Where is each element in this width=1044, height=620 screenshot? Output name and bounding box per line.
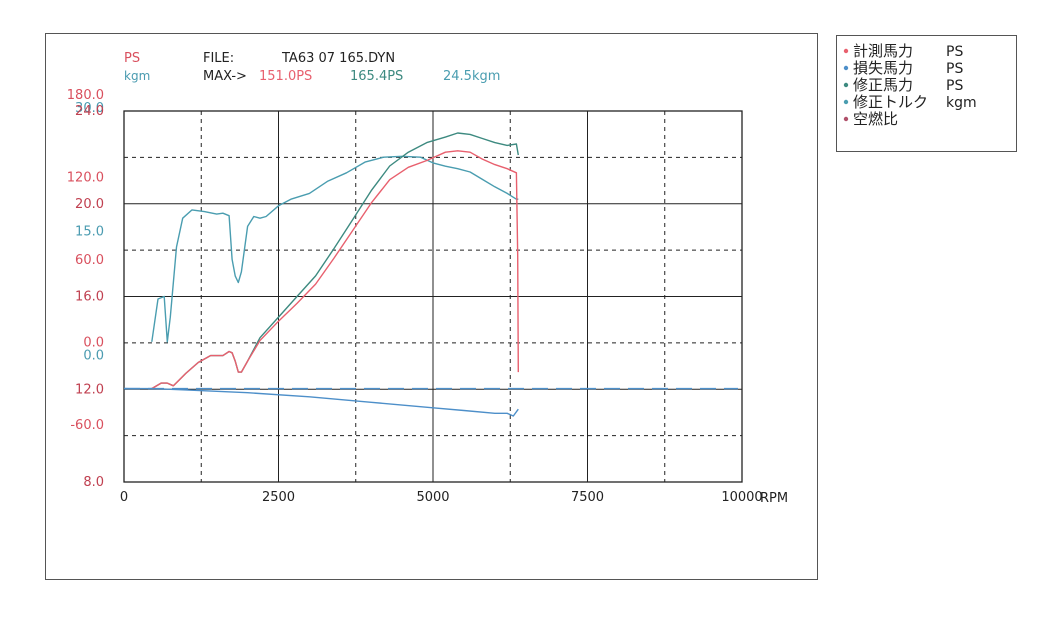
legend-marker (843, 116, 849, 122)
legend-marker (843, 99, 849, 105)
x-tick-label: 7500 (571, 490, 604, 505)
legend-label: 損失馬力 (853, 59, 913, 77)
af-tick-label: 24.0 (75, 104, 104, 119)
max-measured-power: 151.0PS (259, 69, 312, 84)
legend-label: 空燃比 (853, 110, 898, 128)
af-tick-label: 20.0 (75, 197, 104, 212)
legend-box (836, 35, 1017, 152)
x-tick-label: 0 (120, 490, 128, 505)
legend: 計測馬力 PS 損失馬力 PS 修正馬力 PS 修正トルク kgm 空燃比 (843, 42, 977, 128)
ps-tick-label: 180.0 (67, 88, 104, 103)
kgm-tick-label: 0.0 (83, 348, 104, 363)
legend-unit: PS (946, 78, 963, 94)
series-corrected-power (151, 132, 519, 390)
af-tick-label: 12.0 (75, 382, 104, 397)
x-axis-label: RPM (760, 491, 788, 506)
legend-marker (843, 65, 849, 71)
af-tick-label: 8.0 (83, 475, 104, 490)
ps-unit-label: PS (124, 51, 140, 66)
legend-marker (843, 82, 849, 88)
series-measured-power (151, 150, 519, 390)
x-tick-label: 5000 (416, 490, 449, 505)
kgm-tick-label: 15.0 (75, 225, 104, 240)
series-corrected-torque (151, 155, 519, 343)
legend-label: 計測馬力 (853, 42, 913, 60)
x-tick-label: 2500 (262, 490, 295, 505)
kgm-unit-label: kgm (124, 69, 150, 83)
grid (123, 110, 743, 483)
legend-unit: PS (946, 44, 963, 60)
ps-tick-label: 120.0 (67, 170, 104, 185)
legend-unit: PS (946, 61, 963, 77)
x-tick-label: 10000 (721, 490, 762, 505)
chart-frame (45, 33, 818, 580)
file-label: FILE: (203, 51, 234, 66)
max-label: MAX-> (203, 69, 247, 84)
ps-tick-label: -60.0 (70, 418, 104, 433)
legend-unit: kgm (946, 95, 977, 111)
af-tick-label: 16.0 (75, 290, 104, 305)
max-corrected-power: 165.4PS (350, 69, 403, 84)
legend-label: 修正馬力 (853, 76, 913, 94)
axis-ticks: 0 2500 5000 7500 10000 180.0 120.0 60.0 0.0 -60.0… (67, 88, 763, 505)
file-name: TA63 07 165.DYN (281, 51, 395, 66)
ps-tick-label: 60.0 (75, 253, 104, 268)
legend-marker (843, 48, 849, 54)
kgm-tick-label: 30.0 (75, 101, 104, 116)
series-loss-power (124, 387, 519, 417)
max-torque: 24.5kgm (443, 69, 500, 84)
series-lines (124, 132, 738, 417)
legend-label: 修正トルク (853, 93, 928, 111)
ps-tick-label: 0.0 (83, 335, 104, 350)
